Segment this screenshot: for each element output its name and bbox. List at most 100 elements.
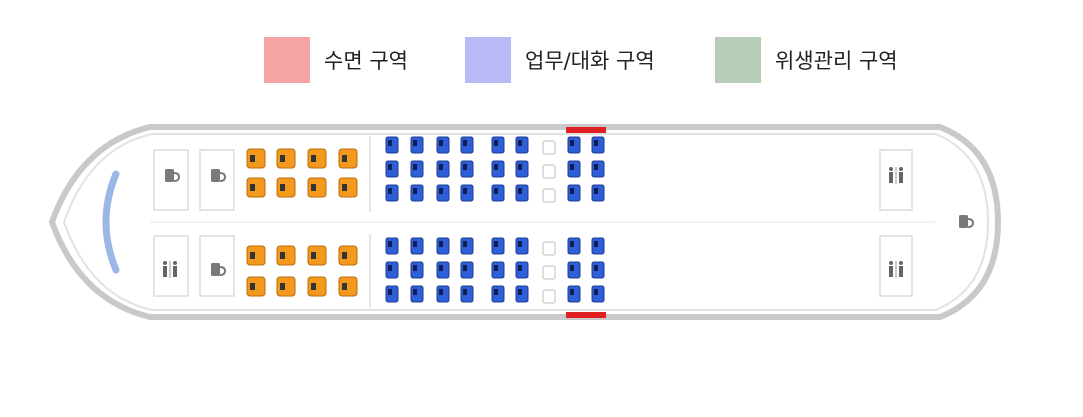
cup-handle	[967, 218, 975, 228]
sleep-seat	[307, 245, 327, 266]
legend-item-sleep: 수면 구역	[264, 34, 408, 86]
jump-seat-icon	[542, 188, 556, 203]
work-seat	[591, 261, 605, 279]
seat-back	[250, 184, 255, 191]
seat-back	[570, 289, 574, 295]
work-seat	[491, 136, 505, 154]
seat-back	[280, 155, 285, 162]
work-seat	[410, 160, 424, 178]
seat-back	[463, 241, 467, 247]
sleep-seat	[246, 177, 266, 198]
seat-cushion	[246, 148, 266, 169]
cup-handle	[219, 172, 227, 182]
person-body	[899, 172, 903, 183]
seat-back	[388, 265, 392, 271]
legend-item-hygiene: 위생관리 구역	[715, 34, 898, 86]
restroom-icon	[889, 261, 903, 278]
work-seat	[460, 237, 474, 255]
seat-back	[439, 265, 443, 271]
person-head	[173, 261, 177, 265]
work-seat	[515, 285, 529, 303]
work-seat	[385, 261, 399, 279]
work-seat	[491, 261, 505, 279]
seat-back	[594, 265, 598, 271]
seat-back	[518, 188, 522, 194]
work-seat	[567, 136, 581, 154]
work-seat	[567, 184, 581, 202]
work-seat	[515, 184, 529, 202]
legend-swatch-hygiene	[715, 37, 761, 83]
work-seat	[591, 285, 605, 303]
work-seat	[491, 160, 505, 178]
sleep-seat	[246, 276, 266, 297]
seat-back	[342, 252, 347, 259]
sleep-seat	[246, 148, 266, 169]
sleep-seat	[276, 245, 296, 266]
work-seat	[436, 184, 450, 202]
work-seat	[385, 160, 399, 178]
work-seat	[515, 136, 529, 154]
seat-back	[594, 164, 598, 170]
seat-back	[518, 164, 522, 170]
seat-back	[311, 252, 316, 259]
seat-back	[413, 289, 417, 295]
seat-back	[594, 241, 598, 247]
seat-back	[250, 283, 255, 290]
sleep-seat	[307, 177, 327, 198]
person-head	[899, 167, 903, 171]
seat-back	[463, 164, 467, 170]
jump-seat-icon	[542, 164, 556, 179]
seat-back	[494, 188, 498, 194]
person-body	[163, 266, 167, 277]
jump-seat-icon	[542, 265, 556, 280]
sleep-seat	[338, 177, 358, 198]
fuselage-inner-outline	[62, 133, 990, 311]
seat-back	[311, 184, 316, 191]
seat-cushion	[276, 148, 296, 169]
seat-back	[494, 289, 498, 295]
work-seat	[436, 160, 450, 178]
sleep-seat	[307, 148, 327, 169]
work-seat	[385, 285, 399, 303]
seat-back	[280, 184, 285, 191]
legend-swatch-sleep	[264, 37, 310, 83]
seat-back	[494, 265, 498, 271]
seat-back	[463, 265, 467, 271]
seat-back	[413, 188, 417, 194]
cup-body	[211, 169, 220, 182]
work-seat	[515, 237, 529, 255]
seat-back	[439, 140, 443, 146]
seat-back	[494, 241, 498, 247]
work-seat	[567, 237, 581, 255]
cabin-partition	[199, 149, 235, 211]
seat-back	[439, 289, 443, 295]
cabin-partition	[153, 235, 189, 297]
seat-back	[413, 241, 417, 247]
sleep-seat	[276, 177, 296, 198]
work-seat	[460, 285, 474, 303]
work-seat	[460, 184, 474, 202]
seat-cushion	[276, 245, 296, 266]
work-seat	[515, 261, 529, 279]
person-body	[889, 172, 893, 183]
seat-back	[250, 252, 255, 259]
work-seat	[436, 285, 450, 303]
seat-back	[494, 140, 498, 146]
seat-back	[570, 140, 574, 146]
sleep-seat	[276, 148, 296, 169]
seat-back	[463, 188, 467, 194]
seat-back	[570, 188, 574, 194]
person-head	[899, 261, 903, 265]
work-seat	[460, 261, 474, 279]
sleep-seat	[338, 245, 358, 266]
person-body	[899, 266, 903, 277]
person-body	[889, 266, 893, 277]
sleep-seat	[276, 276, 296, 297]
work-seat	[385, 136, 399, 154]
cup-icon	[211, 263, 227, 276]
sleep-zone-partition	[566, 312, 606, 318]
seat-cushion	[246, 177, 266, 198]
sleep-zone-partition	[566, 127, 606, 133]
legend-label-work: 업무/대화 구역	[525, 49, 655, 73]
seat-cushion	[276, 276, 296, 297]
